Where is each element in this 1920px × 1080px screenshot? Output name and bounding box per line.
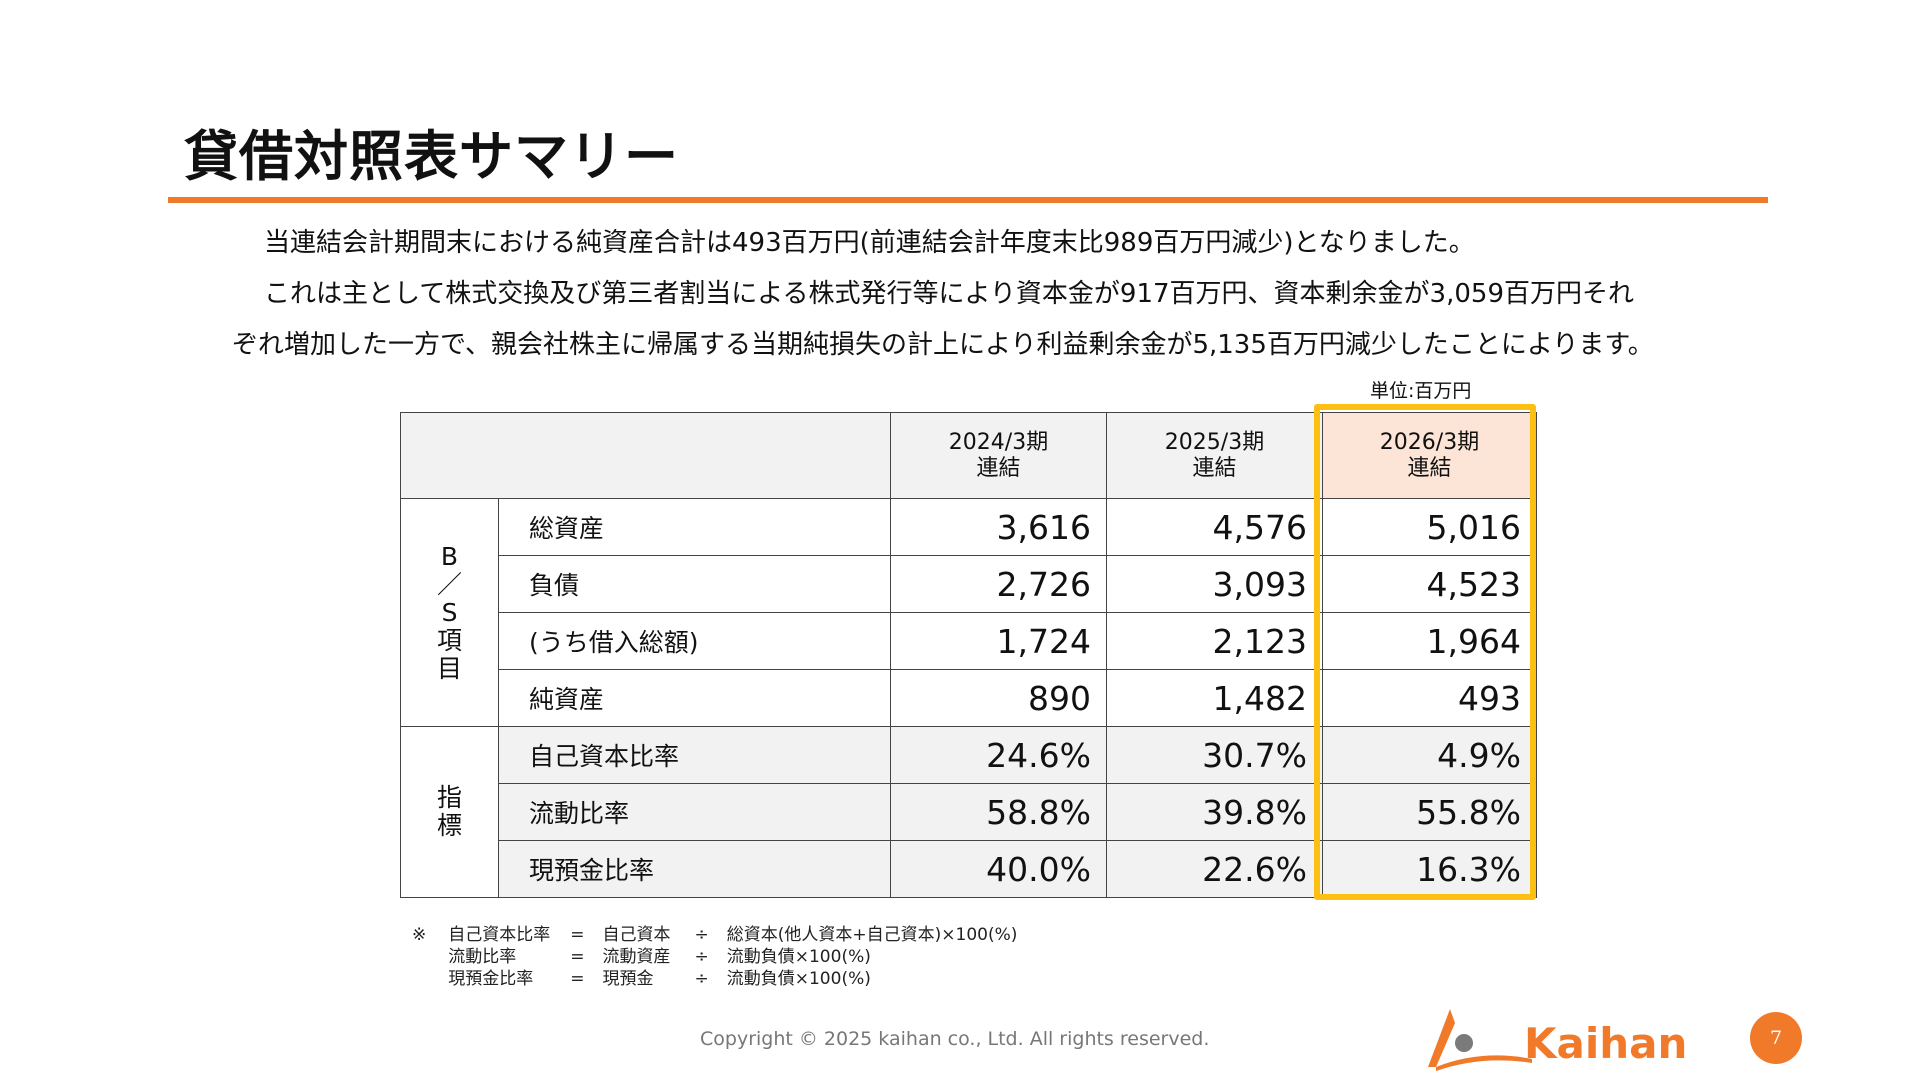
cell-value: 1,964 bbox=[1322, 612, 1537, 670]
cell-value: 493 bbox=[1322, 669, 1537, 727]
slide-title: 貸借対照表サマリー bbox=[184, 125, 679, 188]
table-row: 流動比率 58.8% 39.8% 55.8% bbox=[401, 783, 1537, 841]
cell-value: 24.6% bbox=[890, 726, 1107, 784]
cell-value: 40.0% bbox=[890, 840, 1107, 898]
header-period-2024: 2024/3期 連結 bbox=[890, 412, 1107, 499]
row-label: 流動比率 bbox=[498, 783, 891, 841]
cell-value: 3,093 bbox=[1106, 555, 1323, 613]
period-year: 2026/3期 bbox=[1379, 429, 1480, 455]
note-eq: = bbox=[570, 947, 585, 967]
note-denominator: 流動負債×100(%) bbox=[726, 969, 871, 989]
logo-text: Kaihan bbox=[1524, 1019, 1687, 1068]
group-bs-label: B／S項目 bbox=[436, 541, 462, 683]
cell-value: 2,726 bbox=[890, 555, 1107, 613]
summary-line-3: ぞれ増加した一方で、親会社株主に帰属する当期純損失の計上により利益剰余金が5,1… bbox=[232, 330, 1654, 360]
row-label: 現預金比率 bbox=[498, 840, 891, 898]
note-div: ÷ bbox=[694, 925, 709, 945]
cell-value: 30.7% bbox=[1106, 726, 1323, 784]
note-term: 自己資本比率 bbox=[448, 925, 551, 945]
cell-value: 4.9% bbox=[1322, 726, 1537, 784]
cell-value: 39.8% bbox=[1106, 783, 1323, 841]
table-row: (うち借入総額) 1,724 2,123 1,964 bbox=[401, 612, 1537, 670]
kaihan-logo: Kaihan bbox=[1428, 1009, 1687, 1071]
formula-notes: ※ 自己資本比率 = 自己資本 ÷ 総資本(他人資本+自己資本)×100(%) … bbox=[412, 924, 1029, 990]
header-period-2025: 2025/3期 連結 bbox=[1106, 412, 1323, 499]
cell-value: 890 bbox=[890, 669, 1107, 727]
row-label: 総資産 bbox=[498, 498, 891, 556]
table-row: B／S項目 総資産 3,616 4,576 5,016 bbox=[400, 498, 1537, 727]
cell-value: 58.8% bbox=[890, 783, 1107, 841]
group-bs: B／S項目 bbox=[400, 498, 499, 727]
cell-value: 5,016 bbox=[1322, 498, 1537, 556]
header-period-2026: 2026/3期 連結 bbox=[1322, 412, 1537, 499]
table-row: 現預金比率 40.0% 22.6% 16.3% bbox=[401, 840, 1537, 898]
summary-line-2: これは主として株式交換及び第三者割当による株式発行等により資本金が917百万円、… bbox=[264, 279, 1634, 309]
table-row: 負債 2,726 3,093 4,523 bbox=[401, 555, 1537, 613]
cell-value: 2,123 bbox=[1106, 612, 1323, 670]
row-label: 負債 bbox=[498, 555, 891, 613]
row-label: 純資産 bbox=[498, 669, 891, 727]
note-mark: ※ bbox=[412, 925, 427, 945]
title-underline bbox=[168, 197, 1768, 203]
group-indicators-label: 指標 bbox=[436, 783, 462, 840]
cell-value: 3,616 bbox=[890, 498, 1107, 556]
period-type: 連結 bbox=[1407, 455, 1452, 481]
note-numerator: 流動資産 bbox=[602, 947, 671, 967]
note-denominator: 流動負債×100(%) bbox=[726, 947, 871, 967]
note-row: 現預金比率 = 現預金 ÷ 流動負債×100(%) bbox=[412, 968, 1029, 990]
unit-label: 単位:百万円 bbox=[1370, 380, 1472, 402]
row-label: (うち借入総額) bbox=[498, 612, 891, 670]
note-numerator: 自己資本 bbox=[602, 925, 671, 945]
table-row: 純資産 890 1,482 493 bbox=[401, 669, 1537, 727]
period-type: 連結 bbox=[976, 455, 1021, 481]
note-term: 現預金比率 bbox=[448, 969, 534, 989]
cell-value: 55.8% bbox=[1322, 783, 1537, 841]
table-header-row: 2024/3期 連結 2025/3期 連結 2026/3期 連結 bbox=[400, 412, 1537, 499]
note-row: 流動比率 = 流動資産 ÷ 流動負債×100(%) bbox=[412, 946, 1029, 968]
period-year: 2024/3期 bbox=[948, 429, 1049, 455]
note-div: ÷ bbox=[694, 969, 709, 989]
cell-value: 1,724 bbox=[890, 612, 1107, 670]
note-numerator: 現預金 bbox=[602, 969, 654, 989]
group-indicators: 指標 bbox=[400, 726, 499, 898]
cell-value: 4,523 bbox=[1322, 555, 1537, 613]
summary-line-1: 当連結会計期間末における純資産合計は493百万円(前連結会計年度末比989百万円… bbox=[264, 228, 1475, 258]
period-year: 2025/3期 bbox=[1164, 429, 1265, 455]
note-eq: = bbox=[570, 925, 585, 945]
note-eq: = bbox=[570, 969, 585, 989]
page-number: 7 bbox=[1750, 1012, 1802, 1064]
row-label: 自己資本比率 bbox=[498, 726, 891, 784]
copyright-text: Copyright © 2025 kaihan co., Ltd. All ri… bbox=[700, 1028, 1210, 1050]
note-div: ÷ bbox=[694, 947, 709, 967]
note-row: ※ 自己資本比率 = 自己資本 ÷ 総資本(他人資本+自己資本)×100(%) bbox=[412, 924, 1029, 946]
table-row: 指標 自己資本比率 24.6% 30.7% 4.9% bbox=[400, 726, 1537, 898]
note-term: 流動比率 bbox=[448, 947, 517, 967]
period-type: 連結 bbox=[1192, 455, 1237, 481]
header-empty-cell bbox=[400, 412, 891, 499]
cell-value: 1,482 bbox=[1106, 669, 1323, 727]
logo-ball-icon bbox=[1455, 1034, 1473, 1052]
cell-value: 16.3% bbox=[1322, 840, 1537, 898]
logo-swoosh-icon bbox=[1428, 1009, 1455, 1067]
note-denominator: 総資本(他人資本+自己資本)×100(%) bbox=[726, 925, 1018, 945]
balance-sheet-table: 2024/3期 連結 2025/3期 連結 2026/3期 連結 B／S項目 総資産 … bbox=[400, 412, 1537, 898]
summary-paragraph: 当連結会計期間末における純資産合計は493百万円(前連結会計年度末比989百万円… bbox=[232, 218, 1760, 371]
cell-value: 4,576 bbox=[1106, 498, 1323, 556]
cell-value: 22.6% bbox=[1106, 840, 1323, 898]
